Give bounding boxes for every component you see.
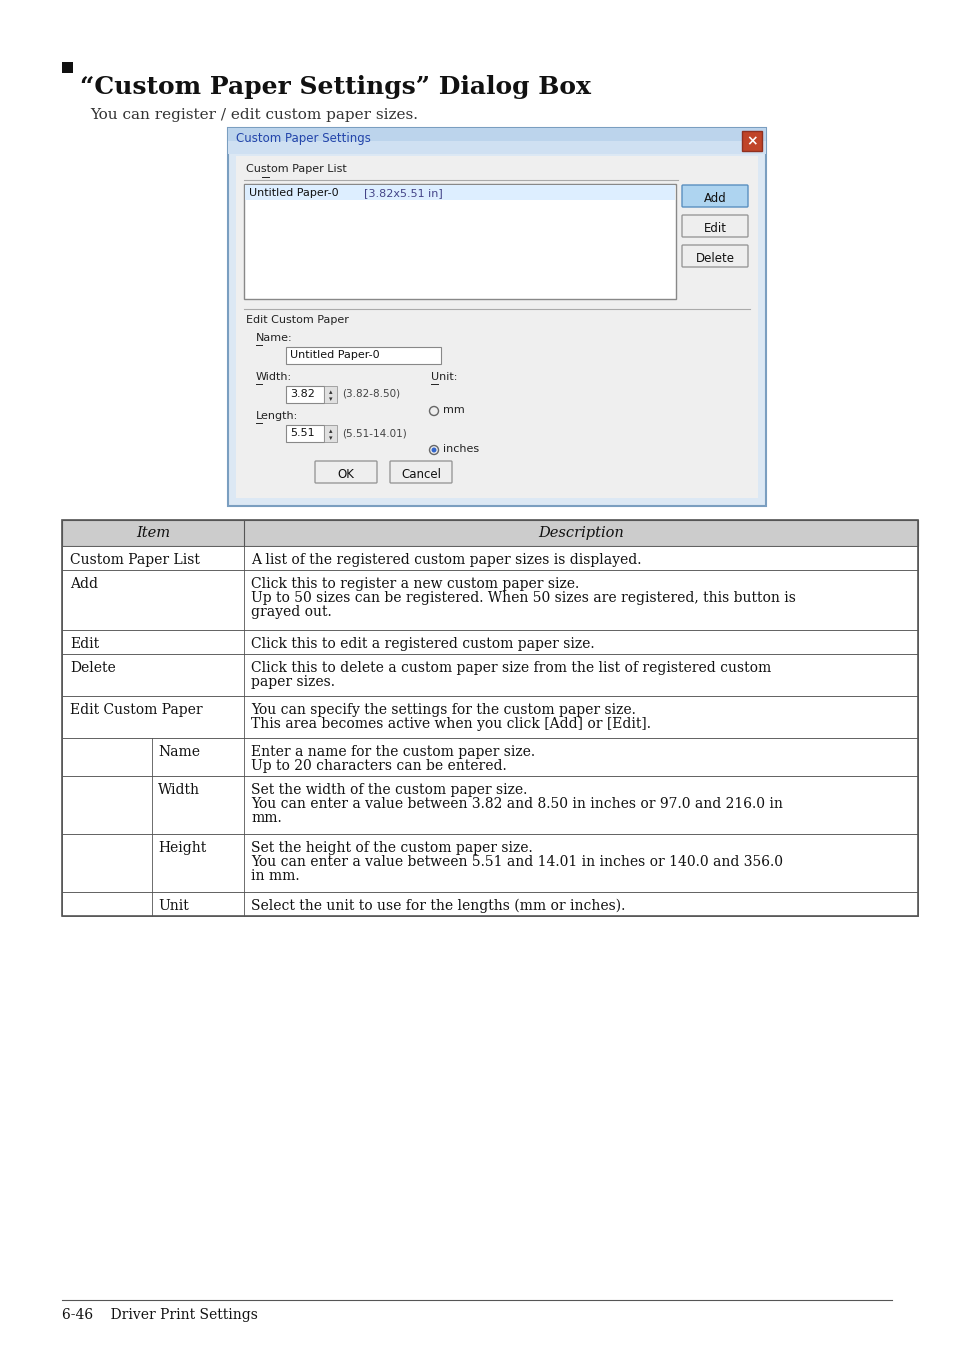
Text: Set the width of the custom paper size.: Set the width of the custom paper size.	[251, 783, 527, 797]
Text: in mm.: in mm.	[251, 869, 299, 883]
Text: Add: Add	[703, 191, 725, 205]
Text: inches: inches	[442, 443, 478, 454]
Text: Custom Paper Settings: Custom Paper Settings	[235, 132, 371, 146]
Text: Height: Height	[158, 841, 206, 855]
Text: Select the unit to use for the lengths (mm or inches).: Select the unit to use for the lengths (…	[251, 899, 625, 914]
Text: ▾: ▾	[329, 396, 332, 402]
Text: Untitled Paper-0: Untitled Paper-0	[249, 187, 338, 198]
Text: Width:: Width:	[255, 372, 292, 381]
Text: Custom Paper List: Custom Paper List	[246, 164, 346, 174]
Text: 5.51: 5.51	[290, 429, 314, 438]
Text: mm: mm	[442, 404, 464, 415]
Bar	[62, 546, 917, 570]
Bar	[228, 128, 765, 506]
Text: Length:: Length:	[255, 411, 298, 421]
Bar	[62, 630, 917, 654]
Text: Edit: Edit	[70, 638, 99, 651]
Text: Custom Paper List: Custom Paper List	[70, 553, 200, 568]
Bar	[244, 183, 676, 299]
Circle shape	[431, 448, 436, 453]
Text: 3.82: 3.82	[290, 390, 314, 399]
Text: ▴: ▴	[329, 429, 332, 434]
Text: You can enter a value between 3.82 and 8.50 in inches or 97.0 and 216.0 in: You can enter a value between 3.82 and 8…	[251, 797, 782, 811]
Text: ×: ×	[745, 133, 757, 148]
Bar	[324, 386, 336, 403]
Bar	[235, 156, 758, 497]
Text: Delete: Delete	[695, 252, 734, 266]
Text: You can specify the settings for the custom paper size.: You can specify the settings for the cus…	[251, 704, 636, 717]
Text: You can register / edit custom paper sizes.: You can register / edit custom paper siz…	[90, 108, 417, 123]
Bar	[62, 520, 917, 917]
Text: This area becomes active when you click [Add] or [Edit].: This area becomes active when you click …	[251, 717, 650, 731]
Text: mm.: mm.	[251, 811, 281, 825]
Text: Edit: Edit	[702, 222, 726, 235]
Text: Cancel: Cancel	[400, 468, 440, 481]
Text: Item: Item	[135, 526, 170, 541]
Bar	[62, 892, 917, 917]
Text: Add: Add	[70, 577, 98, 590]
Text: (5.51-14.01): (5.51-14.01)	[341, 429, 406, 438]
Bar	[62, 776, 917, 834]
Bar	[286, 346, 440, 364]
Bar	[286, 425, 324, 442]
Text: A list of the registered custom paper sizes is displayed.: A list of the registered custom paper si…	[251, 553, 640, 568]
Bar	[62, 654, 917, 696]
Bar	[62, 570, 917, 630]
Bar	[228, 128, 765, 154]
Text: Set the height of the custom paper size.: Set the height of the custom paper size.	[251, 841, 532, 855]
Text: (3.82-8.50): (3.82-8.50)	[341, 390, 399, 399]
FancyBboxPatch shape	[681, 214, 747, 237]
FancyBboxPatch shape	[390, 461, 452, 483]
Text: Up to 50 sizes can be registered. When 50 sizes are registered, this button is: Up to 50 sizes can be registered. When 5…	[251, 590, 795, 605]
Bar	[62, 62, 73, 73]
Text: Up to 20 characters can be entered.: Up to 20 characters can be entered.	[251, 759, 506, 772]
Text: paper sizes.: paper sizes.	[251, 675, 335, 689]
Text: Click this to register a new custom paper size.: Click this to register a new custom pape…	[251, 577, 578, 590]
Text: Width: Width	[158, 783, 200, 797]
Text: Name: Name	[158, 745, 200, 759]
Bar	[245, 185, 675, 200]
Text: ▾: ▾	[329, 435, 332, 441]
Text: You can enter a value between 5.51 and 14.01 in inches or 140.0 and 356.0: You can enter a value between 5.51 and 1…	[251, 855, 782, 869]
Text: Unit:: Unit:	[431, 372, 456, 381]
FancyBboxPatch shape	[681, 185, 747, 208]
Bar	[324, 425, 336, 442]
Bar	[62, 520, 917, 546]
FancyBboxPatch shape	[314, 461, 376, 483]
Text: Delete: Delete	[70, 661, 115, 675]
Text: Edit Custom Paper: Edit Custom Paper	[70, 704, 202, 717]
Bar	[286, 386, 324, 403]
Text: Click this to delete a custom paper size from the list of registered custom: Click this to delete a custom paper size…	[251, 661, 770, 675]
Text: Name:: Name:	[255, 333, 293, 342]
Text: ▴: ▴	[329, 390, 332, 395]
Text: Untitled Paper-0: Untitled Paper-0	[290, 350, 379, 360]
Text: Edit Custom Paper: Edit Custom Paper	[246, 315, 349, 325]
Text: OK: OK	[337, 468, 355, 481]
Text: Enter a name for the custom paper size.: Enter a name for the custom paper size.	[251, 745, 535, 759]
Text: Click this to edit a registered custom paper size.: Click this to edit a registered custom p…	[251, 638, 594, 651]
Bar	[62, 696, 917, 737]
Bar	[741, 131, 761, 151]
Text: “Custom Paper Settings” Dialog Box: “Custom Paper Settings” Dialog Box	[80, 75, 590, 98]
Bar	[62, 834, 917, 892]
Text: Unit: Unit	[158, 899, 189, 913]
Text: grayed out.: grayed out.	[251, 605, 332, 619]
Bar	[62, 737, 917, 776]
FancyBboxPatch shape	[681, 245, 747, 267]
Text: [3.82x5.51 in]: [3.82x5.51 in]	[364, 187, 442, 198]
Text: 6-46    Driver Print Settings: 6-46 Driver Print Settings	[62, 1308, 257, 1322]
Bar	[228, 142, 765, 154]
Text: Description: Description	[537, 526, 623, 541]
